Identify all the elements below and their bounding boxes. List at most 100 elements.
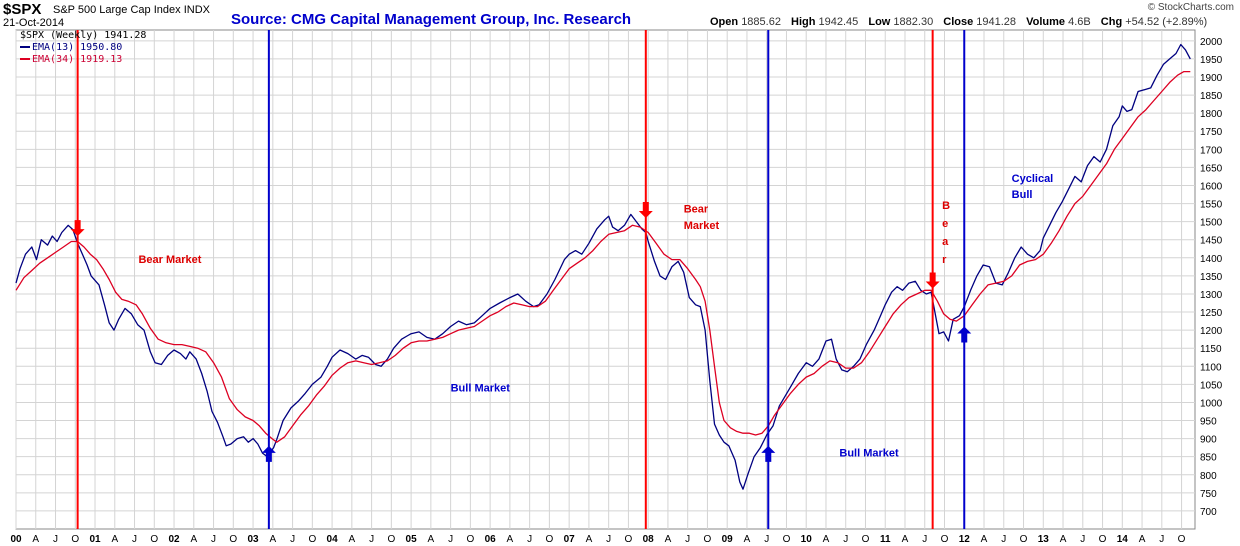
annotation-label: Bull Market [839,448,899,460]
bear-arrow-icon [925,272,940,289]
y-tick-label: 1650 [1200,163,1223,174]
x-tick-label: O [308,534,316,545]
x-tick-label: J [211,534,216,545]
chg-value: +54.52 (+2.89%) [1125,16,1208,28]
exchange-text: INDX [183,4,210,16]
y-tick-label: 1000 [1200,398,1223,409]
x-tick-label: J [843,534,848,545]
y-tick-label: 1450 [1200,236,1223,247]
chg-label: Chg [1100,16,1123,28]
x-tick-label: J [448,534,453,545]
x-tick-label: 12 [959,534,971,545]
x-tick-label: A [902,534,909,545]
x-tick-label: J [527,534,532,545]
y-tick-label: 2000 [1200,37,1223,48]
volume-value: 4.6B [1068,16,1091,28]
x-tick-label: J [1159,534,1164,545]
legend-price-text: $SPX (Weekly) 1941.28 [20,30,147,41]
x-tick-label: 00 [10,534,22,545]
ohlc-readout: Open 1885.62 High 1942.45 Low 1882.30 Cl… [710,16,1214,28]
x-tick-label: A [665,534,672,545]
y-tick-label: 1150 [1200,344,1222,355]
legend-ema13-text: EMA(13) 1950.80 [32,42,123,53]
y-tick-label: 1700 [1200,145,1223,156]
x-axis: 00 A J O 01 A J O 02 A J O 03 A J O 04 A J O 05 A J O 06 A J O 07 A J O… [10,534,1185,545]
x-tick-label: O [625,534,633,545]
x-tick-label: A [269,534,276,545]
x-tick-label: A [586,534,593,545]
high-label: High [791,16,816,28]
ema13-swatch [20,46,30,48]
close-value: 1941.28 [976,16,1017,28]
volume-label: Volume [1026,16,1066,28]
x-tick-label: A [507,534,514,545]
ema34-line [15,70,1191,443]
legend-ema34: EMA(34) 1919.13 [20,54,122,65]
x-tick-label: O [1020,534,1028,545]
x-tick-label: J [922,534,927,545]
x-tick-label: 09 [722,534,734,545]
x-tick-label: 02 [168,534,180,545]
y-tick-label: 1800 [1200,109,1223,120]
y-tick-label: 1600 [1200,181,1223,192]
x-tick-label: A [190,534,197,545]
y-tick-label: 1050 [1200,380,1223,391]
annotation-layer: Bear Market Bull Market Bear Market Bull Mar… [138,173,1053,460]
x-tick-label: 13 [1038,534,1050,545]
bear-arrow-icon [70,220,85,237]
x-tick-label: A [349,534,356,545]
bull-arrow-icon [957,326,972,343]
y-tick-label: 1200 [1200,326,1223,337]
annotation-label: r [942,254,947,266]
annotation-label: e [942,218,948,230]
x-tick-label: 05 [406,534,418,545]
x-tick-label: O [1178,534,1186,545]
y-tick-label: 1350 [1200,272,1223,283]
plot-area [15,29,1196,530]
y-tick-label: 1400 [1200,254,1223,265]
annotation-label: Bear Market [138,254,201,266]
x-tick-label: J [290,534,295,545]
x-tick-label: A [32,534,39,545]
x-tick-label: A [111,534,118,545]
x-tick-label: O [466,534,474,545]
annotation-label: Cyclical [1012,173,1054,185]
x-tick-label: J [685,534,690,545]
bull-arrow-icon [761,445,776,462]
x-tick-label: 04 [327,534,339,545]
x-tick-label: 08 [643,534,655,545]
symbol: $SPX [3,1,42,18]
x-tick-label: O [229,534,237,545]
stockcharts-credit[interactable]: © StockCharts.com [1147,2,1234,13]
low-label: Low [868,16,891,28]
x-tick-label: 11 [880,534,891,545]
x-tick-label: O [783,534,791,545]
bear-arrow-icon [638,202,653,219]
x-tick-label: 03 [248,534,260,545]
x-tick-label: O [387,534,395,545]
x-tick-label: A [1139,534,1146,545]
high-value: 1942.45 [818,16,859,28]
y-tick-label: 1950 [1200,55,1223,66]
x-tick-label: 14 [1117,534,1129,545]
annotation-label: B [942,200,950,212]
close-label: Close [943,16,974,28]
series-layer [15,43,1191,490]
y-tick-label: 1250 [1200,308,1223,319]
symbol-description: S&P 500 Large Cap Index INDX [53,4,210,16]
source-title: Source: CMG Capital Management Group, In… [231,11,632,28]
marker-layer [70,30,972,529]
x-tick-label: O [1099,534,1107,545]
y-tick-label: 1500 [1200,218,1223,229]
x-tick-label: 01 [89,534,101,545]
legend-ema13: EMA(13) 1950.80 [20,42,122,53]
y-tick-label: 800 [1200,471,1217,482]
x-tick-label: O [546,534,554,545]
description-text: S&P 500 Large Cap Index [53,4,181,16]
x-tick-label: O [150,534,158,545]
x-tick-label: A [981,534,988,545]
y-tick-label: 750 [1200,489,1217,500]
x-tick-label: A [744,534,751,545]
x-tick-label: J [1080,534,1085,545]
